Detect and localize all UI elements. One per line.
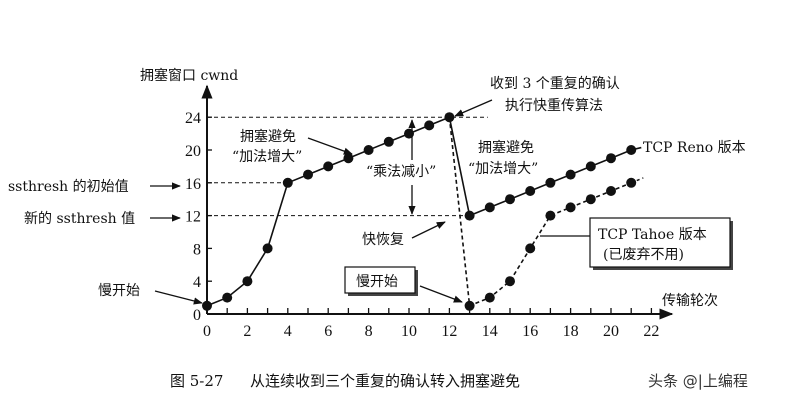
data-point bbox=[505, 194, 515, 205]
slow-start-box-label: 慢开始 bbox=[356, 273, 398, 290]
y-tick-label: 12 bbox=[185, 209, 201, 226]
x-tick-label: 14 bbox=[482, 323, 498, 340]
reno-series-line bbox=[206, 116, 632, 307]
x-tick-label: 8 bbox=[365, 323, 373, 340]
slow-start-box-arrow bbox=[419, 285, 463, 303]
figure-number: 图 5-27 bbox=[170, 372, 223, 390]
tahoe-tail bbox=[630, 177, 644, 184]
y-tick-label: 4 bbox=[193, 274, 201, 291]
x-tick-label: 0 bbox=[203, 323, 211, 340]
data-point bbox=[303, 169, 313, 180]
x-ticks: 0 2 4 6 8 10 12 14 16 18 20 22 bbox=[203, 308, 659, 340]
data-point bbox=[525, 186, 536, 196]
x-tick-label: 2 bbox=[243, 323, 251, 340]
data-point bbox=[464, 210, 475, 221]
watermark: 头条 @|上编程 bbox=[648, 372, 748, 390]
x-tick-label: 16 bbox=[522, 323, 538, 340]
tahoe-label-1: TCP Tahoe 版本 bbox=[598, 227, 707, 243]
md-label: “乘法减小” bbox=[366, 164, 436, 180]
reference-lines bbox=[207, 116, 488, 217]
y-ticks: 0 4 8 12 16 20 24 bbox=[185, 110, 212, 324]
ca-left-label-2: “加法增大” bbox=[232, 149, 302, 165]
y-tick-label: 24 bbox=[185, 110, 201, 127]
data-point bbox=[545, 177, 556, 188]
slow-start-box: 慢开始 bbox=[344, 266, 418, 296]
ca-left-arrow bbox=[307, 137, 353, 155]
data-point bbox=[424, 120, 435, 131]
x-tick-label: 18 bbox=[563, 323, 579, 340]
tahoe-series-line bbox=[448, 117, 632, 307]
data-point bbox=[343, 153, 354, 164]
data-point bbox=[363, 145, 374, 155]
y-tick-label: 16 bbox=[185, 176, 201, 193]
y-tick-label: 8 bbox=[193, 241, 201, 258]
reno-label: TCP Reno 版本 bbox=[643, 140, 746, 156]
fast-retx-label-2: 执行快重传算法 bbox=[505, 98, 603, 114]
x-tick-label: 10 bbox=[401, 323, 417, 340]
data-point bbox=[585, 194, 596, 205]
x-tick-label: 22 bbox=[643, 323, 659, 340]
ca-right-label-2: “加法增大” bbox=[468, 161, 538, 177]
data-point bbox=[505, 276, 515, 287]
tahoe-box: TCP Tahoe 版本 (已废弃不用) bbox=[589, 217, 733, 270]
x-tick-label: 20 bbox=[603, 323, 619, 340]
x-tick-label: 4 bbox=[284, 323, 292, 340]
data-point bbox=[464, 300, 475, 311]
ca-right-label-1: 拥塞避免 bbox=[478, 139, 534, 156]
fast-recovery-arrow bbox=[411, 221, 446, 239]
data-point bbox=[545, 210, 556, 221]
fast-retx-arrow bbox=[454, 99, 493, 117]
data-point bbox=[282, 177, 293, 188]
data-point bbox=[323, 161, 334, 172]
data-point bbox=[202, 300, 212, 311]
slow-start-left-label: 慢开始 bbox=[98, 282, 140, 299]
ca-left-label-1: 拥塞避免 bbox=[240, 128, 296, 145]
data-point bbox=[222, 292, 233, 303]
figure-caption: 从连续收到三个重复的确认转入拥塞避免 bbox=[250, 372, 520, 390]
slow-start-left-arrow bbox=[154, 290, 203, 305]
x-tick-label: 6 bbox=[324, 323, 332, 340]
data-point bbox=[242, 276, 253, 287]
y-axis-label: 拥塞窗口 cwnd bbox=[140, 67, 238, 84]
ssthresh-new-label: 新的 ssthresh 值 bbox=[24, 211, 135, 227]
data-point bbox=[484, 202, 495, 213]
data-point bbox=[383, 136, 394, 147]
data-point bbox=[565, 202, 576, 213]
x-tick-label: 12 bbox=[441, 323, 457, 340]
fast-recovery-label: 快恢复 bbox=[362, 231, 404, 248]
y-tick-label: 0 bbox=[193, 307, 201, 324]
ssthresh-initial-label: ssthresh 的初始值 bbox=[8, 178, 129, 195]
data-point bbox=[262, 243, 273, 254]
data-point bbox=[585, 161, 596, 172]
data-point bbox=[606, 186, 616, 196]
reno-tail bbox=[631, 146, 642, 151]
fast-retx-label-1: 收到 3 个重复的确认 bbox=[490, 75, 620, 92]
tahoe-label-2: (已废弃不用) bbox=[603, 247, 684, 263]
data-point bbox=[565, 169, 576, 180]
data-point bbox=[606, 153, 616, 164]
data-point bbox=[525, 243, 536, 254]
y-tick-label: 20 bbox=[185, 143, 201, 160]
data-point bbox=[484, 292, 495, 303]
series-group bbox=[202, 112, 644, 311]
x-axis-label: 传输轮次 bbox=[662, 293, 718, 309]
